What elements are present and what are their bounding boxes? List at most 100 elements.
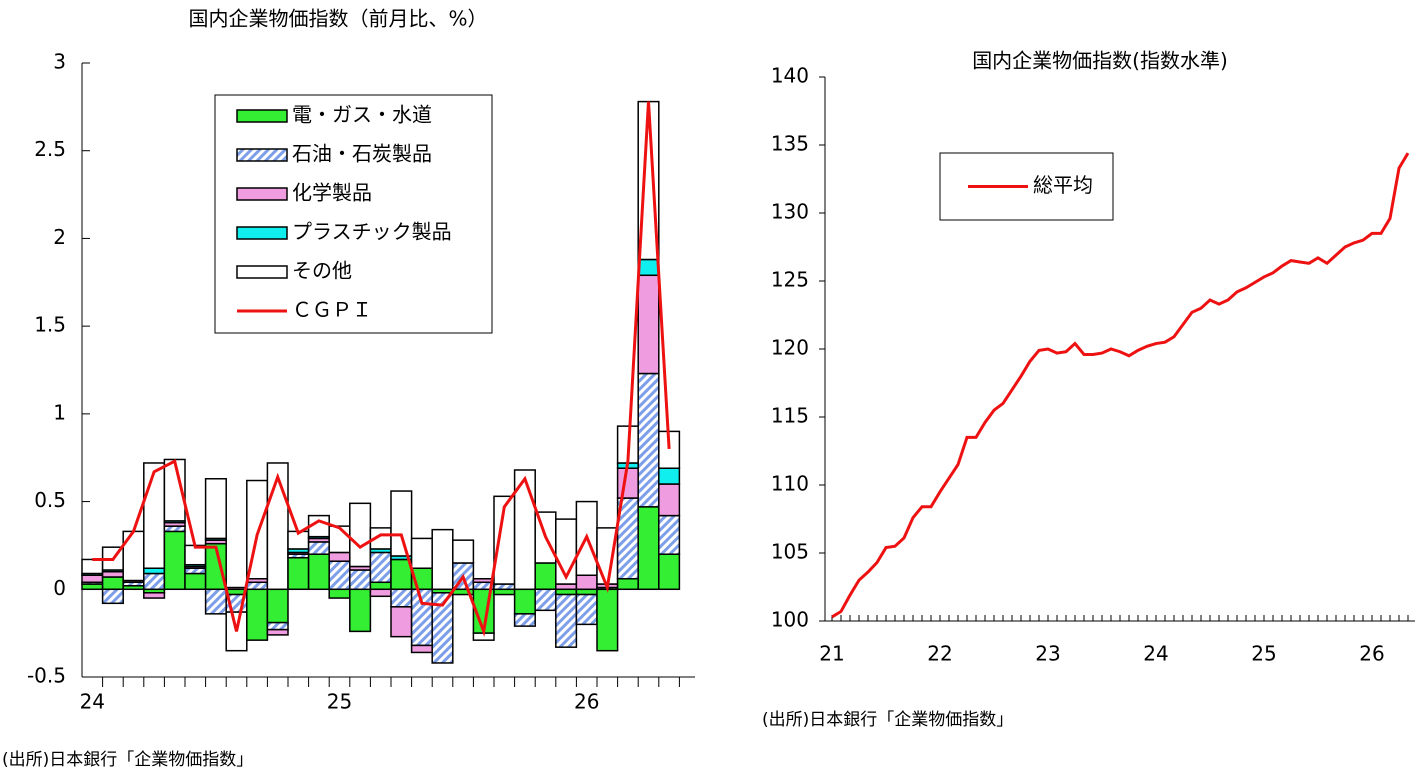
y-tick-label: 120	[771, 336, 809, 360]
bar-segment	[328, 525, 351, 554]
bar-segment	[493, 588, 516, 596]
y-tick-label: 125	[771, 268, 809, 292]
bar-segment	[637, 258, 660, 277]
y-tick-label: 1	[53, 400, 66, 424]
chart-title: 国内企業物価指数（前月比、%）	[188, 7, 487, 31]
legend-swatch	[236, 187, 288, 201]
bar-segment	[410, 644, 433, 654]
bar-segment	[143, 567, 166, 575]
y-tick-label: 3	[53, 50, 66, 74]
legend-label: 石油・石炭製品	[292, 142, 432, 166]
bar-segment	[101, 576, 124, 591]
bar-segment	[266, 628, 289, 636]
bar-segment	[184, 572, 207, 591]
bar-segment	[369, 581, 392, 591]
y-tick-label: 110	[771, 472, 809, 496]
bar-segment	[204, 478, 227, 540]
y-tick-label: 0	[53, 576, 66, 600]
bar-segment	[555, 593, 578, 648]
bar-segment	[163, 530, 186, 591]
bar-segment	[637, 274, 660, 375]
legend-swatch	[236, 265, 288, 279]
bar-segment	[307, 541, 330, 555]
legend-box	[214, 94, 493, 334]
bar-segment	[658, 483, 681, 517]
y-tick-label: 2	[53, 225, 66, 249]
y-tick-label: 115	[771, 404, 809, 428]
bar-segment	[349, 569, 372, 591]
bar-segment	[81, 583, 104, 591]
legend-label: 電・ガス・水道	[292, 103, 432, 127]
source-note: (出所)日本銀行「企業物価指数」	[762, 710, 1013, 730]
bar-segment	[390, 490, 413, 557]
bar-segment	[369, 551, 392, 584]
y-tick-label: 100	[771, 608, 809, 632]
legend-label: 化学製品	[292, 181, 372, 205]
bar-segment	[575, 593, 598, 626]
bar-segment	[81, 574, 104, 584]
bar-segment	[555, 588, 578, 596]
bar-segment	[534, 588, 557, 612]
bar-segment	[246, 581, 269, 591]
y-tick-label: 135	[771, 132, 809, 156]
chart-title: 国内企業物価指数(指数水準)	[972, 49, 1228, 73]
bar-segment	[163, 458, 186, 522]
x-tick-label: 24	[1143, 642, 1168, 666]
bar-segment	[204, 588, 227, 615]
bar-segment	[163, 525, 186, 533]
bar-segment	[184, 567, 207, 575]
bar-segment	[616, 578, 639, 591]
bar-segment	[431, 592, 454, 664]
x-tick-label: 26	[1359, 642, 1384, 666]
x-tick-label: 22	[927, 642, 952, 666]
bar-segment	[431, 528, 454, 591]
x-tick-label: 26	[574, 690, 599, 714]
bar-segment	[307, 553, 330, 591]
bar-segment	[390, 588, 413, 608]
bar-segment	[349, 588, 372, 633]
bar-segment	[658, 553, 681, 591]
bar-segment	[658, 514, 681, 555]
bar-segment	[616, 467, 639, 499]
bar-segment	[328, 560, 351, 591]
legend-label: プラスチック製品	[292, 220, 452, 244]
bar-segment	[143, 592, 166, 599]
bar-segment	[369, 588, 392, 598]
bar-segment	[81, 558, 104, 575]
y-tick-label: 130	[771, 200, 809, 224]
bar-segment	[637, 506, 660, 591]
bar-segment	[575, 574, 598, 591]
legend-swatch	[236, 226, 288, 240]
bar-segment	[266, 462, 289, 591]
bar-segment	[493, 583, 516, 591]
legend-swatch	[236, 109, 288, 123]
legend-swatch	[236, 148, 288, 162]
bar-segment	[143, 572, 166, 591]
legend-label: ＣＧＰＩ	[292, 298, 372, 322]
bar-segment	[555, 583, 578, 591]
x-tick-label: 25	[1251, 642, 1276, 666]
bar-segment	[287, 556, 310, 591]
y-tick-label: -0.5	[27, 664, 66, 688]
bar-segment	[225, 586, 248, 591]
data-line	[92, 101, 671, 638]
data-line	[831, 152, 1410, 619]
legend-label: 総平均	[1033, 173, 1093, 197]
bar-segment	[101, 588, 124, 605]
y-tick-label: 2.5	[34, 137, 66, 161]
bar-segment	[452, 539, 475, 564]
bar-segment	[328, 551, 351, 562]
legend-label: その他	[292, 259, 352, 283]
bar-segment	[246, 588, 269, 641]
x-tick-label: 25	[327, 690, 352, 714]
bar-segment	[658, 467, 681, 485]
bar-segment	[101, 570, 124, 578]
bar-segment	[575, 588, 598, 596]
bar-segment	[266, 621, 289, 631]
bar-segment	[143, 462, 166, 569]
y-tick-label: 1.5	[34, 313, 66, 337]
bar-segment	[410, 537, 433, 569]
bar-segment	[410, 588, 433, 647]
x-tick-label: 24	[80, 690, 105, 714]
